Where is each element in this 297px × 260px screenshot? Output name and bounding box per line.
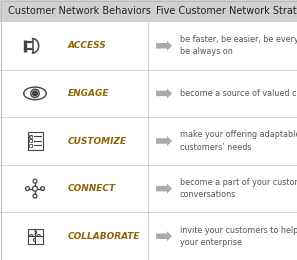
Bar [29,135,32,138]
Bar [29,144,32,147]
Text: be faster, be easier, be everywhere,
be always on: be faster, be easier, be everywhere, be … [180,35,297,56]
Text: ENGAGE: ENGAGE [68,89,110,98]
Text: become a part of your customers’
conversations: become a part of your customers’ convers… [180,178,297,199]
Text: make your offering adaptable to your
customers’ needs: make your offering adaptable to your cus… [180,131,297,152]
Polygon shape [156,88,172,98]
Text: CONNECT: CONNECT [68,184,116,193]
Text: Customer Network Behaviors: Customer Network Behaviors [8,6,151,16]
Circle shape [33,91,37,96]
Text: CUSTOMIZE: CUSTOMIZE [68,136,127,146]
Text: become a source of valued content: become a source of valued content [180,89,297,98]
Text: COLLABORATE: COLLABORATE [68,232,140,241]
Bar [29,139,32,142]
Polygon shape [156,136,172,146]
Text: Five Customer Network Strategies: Five Customer Network Strategies [156,6,297,16]
Bar [0,0,297,22]
Polygon shape [156,231,172,241]
Text: ACCESS: ACCESS [68,41,107,50]
Polygon shape [156,184,172,194]
Bar [28,229,42,244]
Bar [28,132,42,150]
Polygon shape [156,41,172,51]
Text: invite your customers to help build
your enterprise: invite your customers to help build your… [180,226,297,247]
